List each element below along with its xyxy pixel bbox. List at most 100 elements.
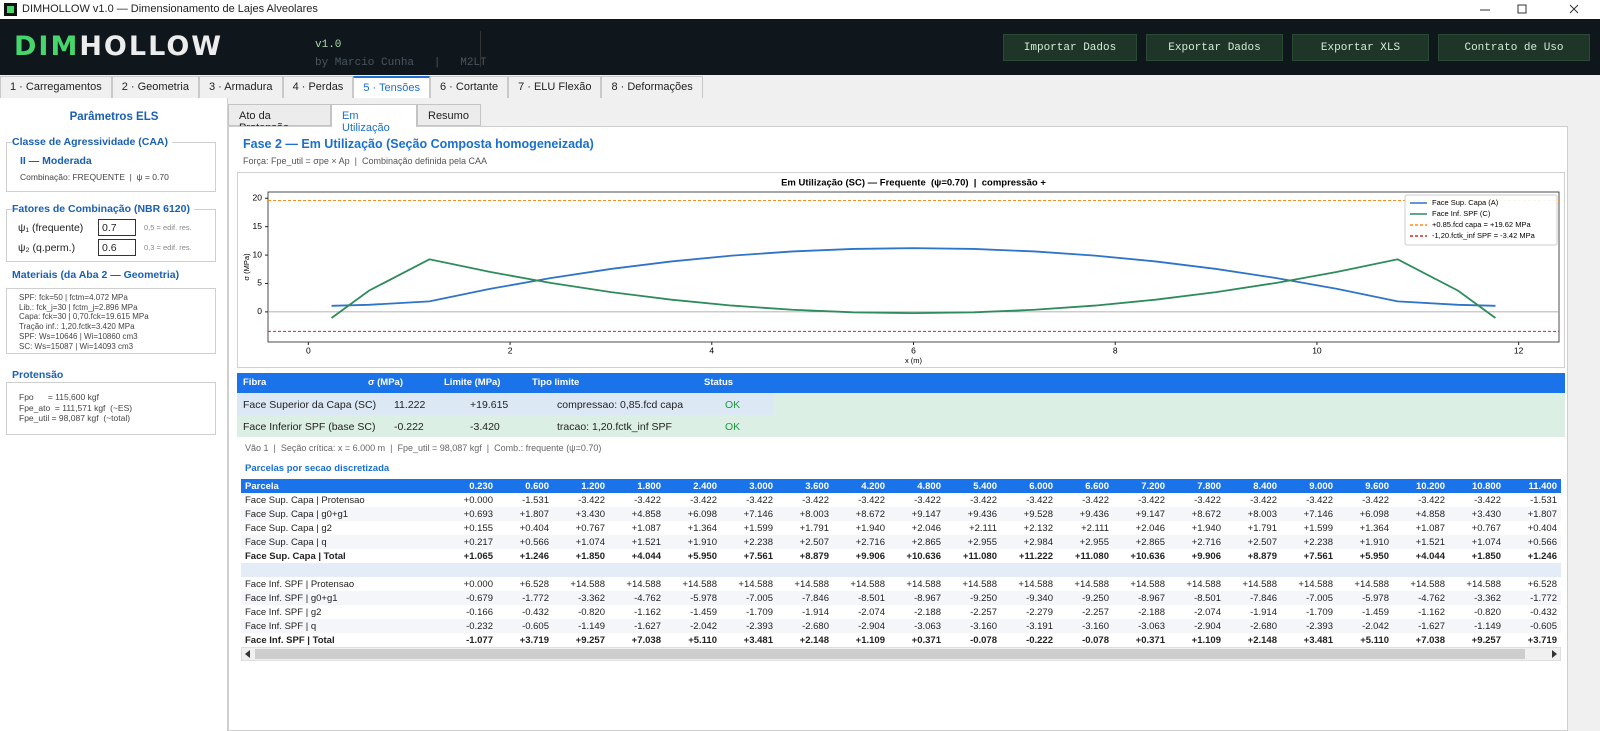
material-line: SC: Ws=15087 | Wi=14093 cm3 <box>19 341 134 351</box>
cell: +2.507 <box>1247 536 1277 548</box>
cell: +11.080 <box>962 550 997 562</box>
tab[interactable]: 8 · Deformações <box>601 76 703 98</box>
x-tick-label: 10 <box>1312 345 1322 355</box>
row-label: Face Inf. SPF | g2 <box>245 606 322 618</box>
column-header: 10.800 <box>1471 480 1501 492</box>
cell: +9.436 <box>1079 508 1109 520</box>
cell: -4.762 <box>634 592 661 604</box>
cell: +2.984 <box>1023 536 1053 548</box>
cell: -5.978 <box>690 592 717 604</box>
parcelas-table: Parcela 0.230 0.600 1.200 1.800 2.400 3.000 3.6… <box>241 479 1561 647</box>
cell: +14.588 <box>1410 578 1445 590</box>
cell: +2.111 <box>1081 522 1109 534</box>
cell: -3.422 <box>1362 494 1389 506</box>
cell: +9.147 <box>1135 508 1165 520</box>
data-row: Face Sup. Capa | Total +1.065 +1.246 +1.850… <box>241 549 1561 563</box>
tab[interactable]: 4 · Perdas <box>282 76 354 98</box>
cell: -1.627 <box>634 620 661 632</box>
cell: -3.422 <box>1082 494 1109 506</box>
cell: +14.588 <box>626 578 661 590</box>
factor-input[interactable]: 0.7 <box>98 219 136 236</box>
header-button[interactable]: Contrato de Uso <box>1438 34 1590 61</box>
status-cell: -3.420 <box>470 421 500 433</box>
tab[interactable]: 6 · Cortante <box>429 76 509 98</box>
cell: +1.109 <box>855 634 885 646</box>
cell: -3.160 <box>1082 620 1109 632</box>
header-button[interactable]: Exportar XLS <box>1292 34 1429 61</box>
cell: +3.430 <box>1471 508 1501 520</box>
prestress-line: Fpo = 115,600 kgf <box>19 392 99 402</box>
cell: -7.005 <box>1306 592 1333 604</box>
material-line: SPF: fck=50 | fctm=4.072 MPa <box>19 293 128 302</box>
cell: -8.967 <box>914 592 941 604</box>
cell: -1.531 <box>522 494 549 506</box>
cell: +8.672 <box>855 508 885 520</box>
y-tick-label: 10 <box>253 249 263 259</box>
status-header: σ (MPa) <box>368 377 403 388</box>
cell: +4.044 <box>631 550 661 562</box>
prestress-line: Fpe_util = 98,087 kgf (~total) <box>19 413 131 423</box>
scrollbar[interactable] <box>241 647 1561 661</box>
cell: +14.588 <box>682 578 717 590</box>
factor-input[interactable]: 0.6 <box>98 239 136 256</box>
cell: +2.111 <box>969 522 997 534</box>
x-axis-label: x (m) <box>905 356 923 365</box>
column-header: 0.230 <box>469 480 493 492</box>
cell: +14.588 <box>850 578 885 590</box>
subtab[interactable]: Em Utilização <box>331 104 417 134</box>
cell: +4.858 <box>631 508 661 520</box>
column-header: 6.000 <box>1029 480 1053 492</box>
group-title: Fatores de Combinação (NBR 6120) <box>12 203 194 215</box>
subtab[interactable]: Ato da Protensão <box>228 104 331 134</box>
cell: +10.636 <box>906 550 941 562</box>
cell: +14.588 <box>1074 578 1109 590</box>
cell: +2.132 <box>1023 522 1053 534</box>
column-header: 0.600 <box>525 480 549 492</box>
tab[interactable]: 5 · Tensões <box>353 76 430 98</box>
cell: -2.257 <box>970 606 997 618</box>
column-header: 9.000 <box>1309 480 1333 492</box>
column-header: 3.600 <box>805 480 829 492</box>
cell: +8.003 <box>799 508 829 520</box>
cell: -2.680 <box>1250 620 1277 632</box>
cell: -2.188 <box>1138 606 1165 618</box>
cell: +4.858 <box>1415 508 1445 520</box>
info-line: Vão 1 | Seção crítica: x = 6.000 m | Fpe… <box>245 443 602 453</box>
header-button[interactable]: Importar Dados <box>1003 34 1137 61</box>
data-row: Face Sup. Capa | g0+g1 +0.693 +1.807 +3.430… <box>241 507 1561 521</box>
window-controls[interactable] <box>1440 0 1600 19</box>
cell: -3.191 <box>1026 620 1053 632</box>
column-header: 1.800 <box>637 480 661 492</box>
series-line <box>331 247 1496 307</box>
group-title: Classe de Agressividade (CAA) <box>12 136 172 148</box>
tab[interactable]: 7 · ELU Flexão <box>508 76 602 98</box>
tab[interactable]: 1 · Carregamentos <box>0 76 112 98</box>
column-header: 2.400 <box>693 480 717 492</box>
cell: +0.767 <box>575 522 605 534</box>
materials-box: SPF: fck=50 | fctm=4.072 MPa Lib.: fck_j=… <box>6 288 216 354</box>
x-tick-label: 6 <box>911 345 916 355</box>
cell: +8.672 <box>1191 508 1221 520</box>
cell: +1.599 <box>1303 522 1333 534</box>
cell: -1.709 <box>746 606 773 618</box>
tab[interactable]: 3 · Armadura <box>198 76 283 98</box>
cell: +1.109 <box>1191 634 1221 646</box>
cell: -1.772 <box>522 592 549 604</box>
cell: +0.000 <box>463 494 493 506</box>
caa-class: II — Moderada <box>20 155 92 167</box>
cell: -7.005 <box>746 592 773 604</box>
tab[interactable]: 2 · Geometria <box>111 76 199 98</box>
cell: +1.791 <box>1247 522 1277 534</box>
cell: +5.950 <box>687 550 717 562</box>
subtab[interactable]: Resumo <box>417 104 481 126</box>
cell: +9.436 <box>967 508 997 520</box>
caa-combination: Combinação: FREQUENTE | ψ = 0.70 <box>20 172 169 182</box>
header-button[interactable]: Exportar Dados <box>1146 34 1283 61</box>
tab-bar: 1 · Carregamentos 2 · Geometria 3 · Armadu… <box>0 76 703 98</box>
cell: +14.588 <box>1130 578 1165 590</box>
column-header: 4.800 <box>917 480 941 492</box>
cell: +0.404 <box>519 522 549 534</box>
cell: -3.063 <box>1138 620 1165 632</box>
cell: +9.528 <box>1023 508 1053 520</box>
